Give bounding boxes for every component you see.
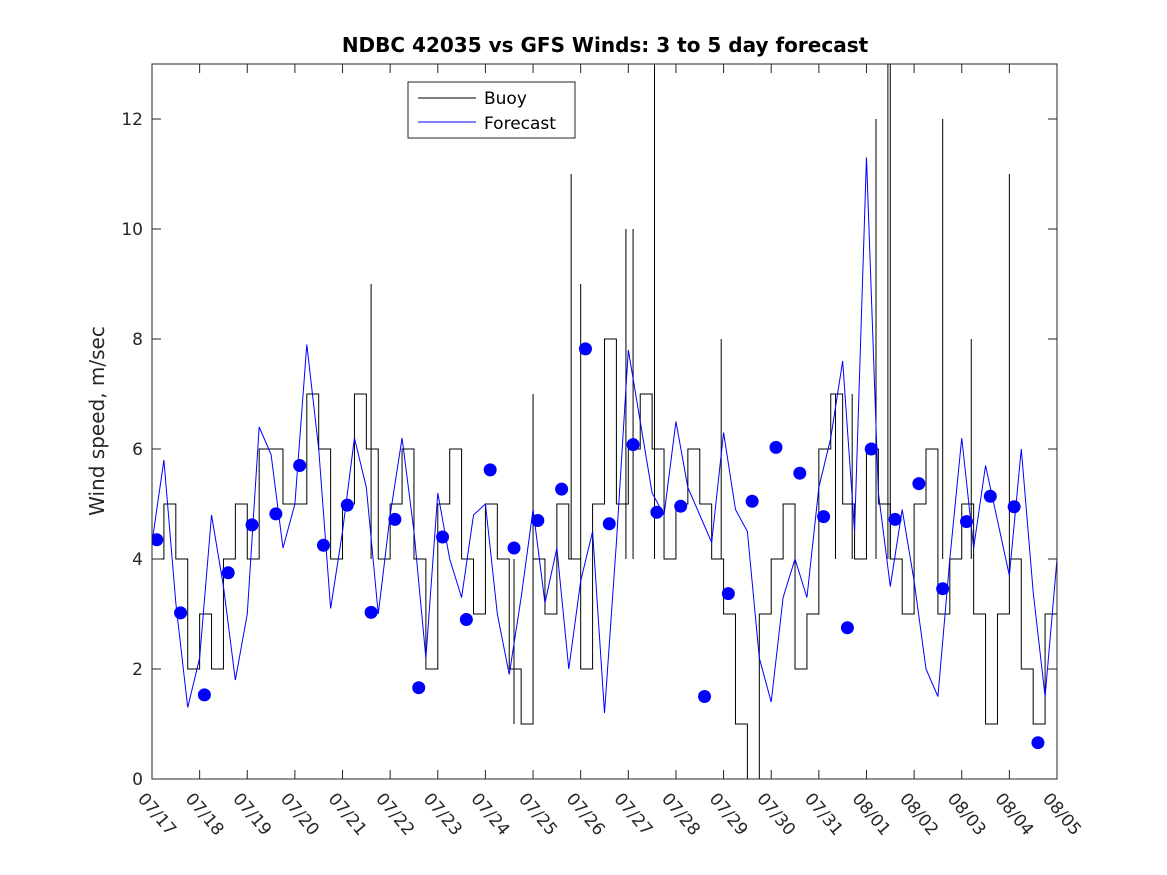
forecast-series-line [152,157,1057,714]
forecast-marker-4 [245,518,259,532]
y-tick-label-6: 12 [121,110,143,130]
forecast-marker-22 [674,499,688,513]
forecast-marker-14 [483,463,497,477]
forecast-marker-33 [936,582,950,596]
forecast-marker-21 [650,505,664,519]
legend-label-buoy: Buoy [484,89,527,109]
y-tick-label-1: 2 [132,660,143,680]
forecast-marker-30 [864,442,878,456]
forecast-marker-17 [555,482,569,496]
forecast-marker-6 [293,459,307,472]
forecast-marker-24 [721,587,735,601]
axes-frame [151,63,1058,780]
forecast-marker-26 [769,440,783,454]
forecast-marker-37 [1031,736,1045,750]
forecast-marker-35 [983,489,997,503]
forecast-marker-9 [364,605,378,619]
forecast-marker-25 [745,494,759,508]
forecast-marker-18 [578,342,592,356]
forecast-marker-13 [459,613,473,626]
y-tick-label-5: 10 [121,220,143,240]
data-layer [152,64,1057,779]
forecast-marker-29 [840,621,854,635]
forecast-marker-16 [531,514,545,527]
forecast-marker-3 [221,566,235,580]
forecast-marker-2 [197,688,211,702]
forecast-marker-36 [1007,500,1021,514]
forecast-marker-0 [152,533,164,547]
forecast-marker-12 [436,530,450,544]
forecast-marker-10 [388,512,402,526]
forecast-marker-20 [626,438,640,452]
forecast-marker-11 [412,681,426,695]
chart-title: NDBC 42035 vs GFS Winds: 3 to 5 day fore… [342,33,869,57]
forecast-marker-31 [888,512,902,526]
y-tick-label-0: 0 [132,770,143,790]
forecast-marker-28 [817,510,831,524]
forecast-marker-32 [912,477,926,491]
y-tick-label-3: 6 [132,440,143,460]
legend: Buoy Forecast [407,81,576,139]
y-tick-label-2: 4 [132,550,143,570]
legend-box [407,81,576,139]
forecast-marker-15 [507,541,521,555]
buoy-series-line [152,338,1057,779]
forecast-marker-34 [960,515,973,529]
legend-label-forecast: Forecast [484,114,556,134]
forecast-marker-27 [793,466,807,480]
y-tick-label-4: 8 [132,330,143,350]
forecast-marker-5 [269,507,283,521]
forecast-marker-8 [340,498,354,512]
forecast-marker-7 [316,538,330,552]
forecast-marker-23 [698,690,712,703]
forecast-marker-1 [174,606,188,620]
y-axis-label: Wind speed, m/sec [85,326,109,516]
forecast-marker-19 [602,517,616,531]
